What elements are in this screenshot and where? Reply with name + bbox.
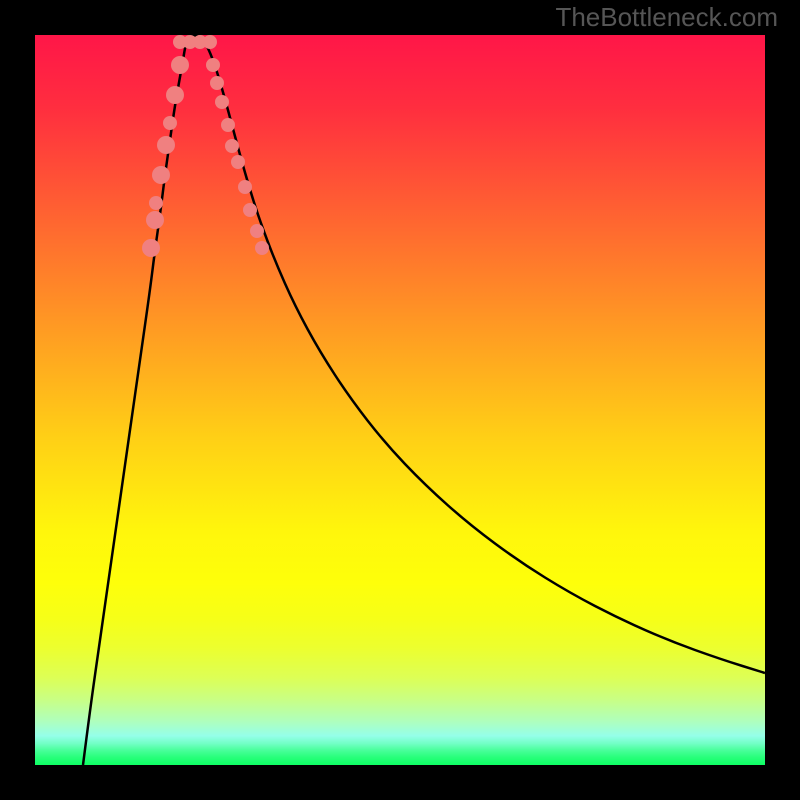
valley-marker (238, 180, 252, 194)
valley-marker (225, 139, 239, 153)
right-curve (193, 35, 765, 673)
valley-marker (243, 203, 257, 217)
valley-marker (142, 239, 160, 257)
valley-marker (215, 95, 229, 109)
valley-marker (221, 118, 235, 132)
valley-marker (166, 86, 184, 104)
valley-marker (152, 166, 170, 184)
watermark-text: TheBottleneck.com (555, 2, 778, 33)
valley-marker (250, 224, 264, 238)
curves-layer (35, 35, 765, 765)
valley-marker (146, 211, 164, 229)
valley-marker (203, 35, 217, 49)
plot-area (35, 35, 765, 765)
valley-marker (171, 56, 189, 74)
valley-marker (206, 58, 220, 72)
left-curve (83, 35, 193, 765)
valley-marker (255, 241, 269, 255)
valley-marker (210, 76, 224, 90)
valley-marker (157, 136, 175, 154)
chart-frame: TheBottleneck.com (0, 0, 800, 800)
valley-marker (163, 116, 177, 130)
valley-marker (231, 155, 245, 169)
valley-marker (149, 196, 163, 210)
